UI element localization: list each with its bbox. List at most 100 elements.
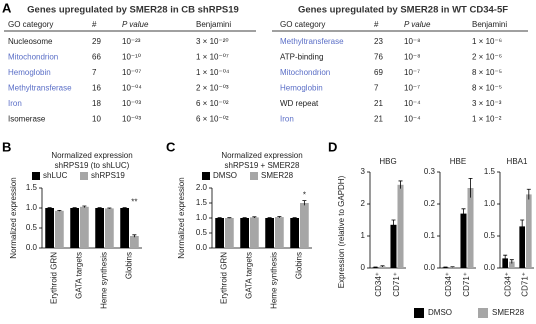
table-cell: 10⁻²³ [122,37,141,46]
legend-swatch [414,308,424,318]
legend-swatch [250,172,258,180]
bar [95,208,104,248]
table-cell: 16 [92,84,101,93]
y-tick-label: 0.2 [424,199,436,208]
error-bar [252,216,257,218]
error-bar [132,234,137,238]
chart-title: HBA1 [507,157,528,166]
error-bar [97,207,102,209]
y-tick-label: 0.5 [484,231,496,240]
table-cell: 66 [92,53,101,62]
error-bar [302,200,307,206]
y-tick-label: 1.5 [26,183,38,192]
error-bar [373,266,378,268]
bar [215,218,224,248]
legend-swatch [478,308,488,318]
legend-swatch [80,172,88,180]
x-tick-label: GATA targets [245,252,254,299]
error-bar [526,188,531,200]
y-tick-label: 1.0 [196,213,208,222]
bar [70,208,79,248]
x-tick-label: Globins [295,252,304,279]
table-cell: 10⁻⁷ [404,68,420,77]
bar [55,210,64,248]
table-cell: Hemoglobin [280,84,323,93]
bar [240,218,249,248]
table-cell: 29 [92,37,101,46]
error-bar [520,219,525,233]
table-cell: 10⁻⁰³ [122,115,141,124]
bar [397,184,404,268]
table-cell: 1 × 10⁻⁶ [472,37,502,46]
table-cell: 1 × 10⁻⁰⁷ [196,53,229,62]
table-cell: 6 × 10⁻⁰² [196,115,229,124]
table-cell: 21 [374,115,383,124]
error-bar [292,217,297,219]
y-axis-label: Normalized expression [177,177,186,258]
bar [460,213,467,268]
table-cell: 3 × 10⁻²⁰ [196,37,229,46]
table-title: Genes upregulated by SMER28 in WT CD34-5… [298,5,508,16]
table-cell: 10⁻⁰³ [122,99,141,108]
table-cell: Hemoglobin [8,68,51,77]
error-bar [380,265,385,268]
legend-label: shLUC [43,171,68,180]
bar [80,206,89,248]
significance-label: * [303,191,306,200]
x-tick-label: Erythroid GRN [220,252,229,304]
bar [449,267,456,268]
bar [45,208,54,248]
table-title: Genes upregulated by SMER28 in CB shRPS1… [27,5,239,16]
legend-swatch [32,172,40,180]
x-tick-label: CD34⁺ [444,272,453,297]
bar [502,258,508,268]
legend-label: SMER28 [261,171,294,180]
legend-swatch [202,172,210,180]
table-cell: Mitochondrion [8,53,58,62]
bar [225,218,234,248]
bar [379,266,386,268]
table-cell: 3 × 10⁻³ [472,99,502,108]
table-cell: 18 [92,99,101,108]
table-cell: 7 [92,68,97,77]
x-tick-label: CD71⁺ [392,272,401,297]
table-cell: 2 × 10⁻⁶ [472,53,502,62]
error-bar [242,217,247,219]
legend-label: SMER28 [492,308,525,317]
x-tick-label: CD71⁺ [462,272,471,297]
bar [290,218,299,248]
legend-label: DMSO [428,308,452,317]
bar [390,224,397,268]
y-tick-label: 2.0 [196,183,208,192]
x-tick-label: Heme synthesis [270,252,279,309]
panel-letter: C [166,139,176,154]
bar [519,226,525,268]
error-bar [82,205,87,208]
bar [105,208,114,248]
column-header: GO category [8,20,53,29]
table-cell: 76 [374,53,383,62]
table-cell: 7 [374,84,379,93]
y-tick-label: 3 [361,167,366,176]
y-tick-label: 1.0 [484,199,496,208]
error-bar [122,207,127,209]
y-tick-label: 0.5 [26,223,38,232]
y-tick-label: 1 [361,231,366,240]
y-tick-label: 0.0 [26,243,38,252]
y-tick-label: 0.1 [424,231,436,240]
chart-title: HBE [450,157,466,166]
table-cell: 2 × 10⁻⁰³ [196,84,229,93]
error-bar [450,266,455,268]
error-bar [391,219,396,230]
x-tick-label: CD34⁺ [504,272,513,297]
table-cell: Methyltransferase [8,84,72,93]
panel-letter: B [2,139,11,154]
table-cell: Mitochondrion [280,68,330,77]
panel-letter: D [328,139,337,154]
bar [275,217,284,248]
chart-title: Normalized expression [51,151,132,160]
y-axis-label: Normalized expression [9,177,18,258]
table-cell: 10⁻⁰⁷ [122,68,141,77]
bar [250,217,259,248]
error-bar [72,207,77,209]
